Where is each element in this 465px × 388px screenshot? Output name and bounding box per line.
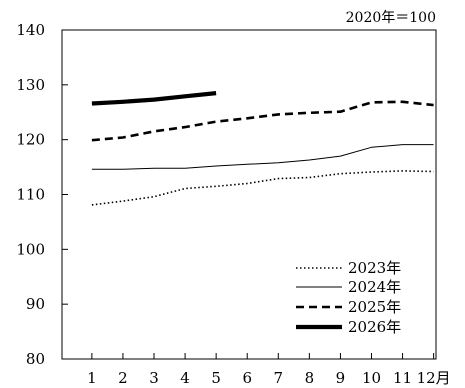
y-axis: 80 90 100 110 120 130 140 (16, 21, 68, 368)
y-tick-label: 80 (26, 350, 45, 368)
x-tick-label: 8 (305, 369, 315, 387)
x-tick-label: 4 (180, 369, 190, 387)
y-tick-label: 120 (16, 131, 45, 149)
x-tick-label: 6 (242, 369, 252, 387)
series-line-2026年 (91, 91, 217, 106)
legend-label: 2023年 (348, 259, 401, 277)
x-tick-label: 9 (336, 369, 346, 387)
x-tick-label: 10 (362, 369, 381, 387)
y-tick-label: 140 (16, 21, 45, 39)
series-layer (91, 91, 434, 206)
x-tick-label: 7 (274, 369, 284, 387)
y-tick-label: 130 (16, 76, 45, 94)
y-tick-label: 90 (26, 295, 45, 313)
series-line-2024年 (91, 144, 434, 170)
x-tick-label: 1 (87, 369, 97, 387)
legend-label: 2024年 (348, 278, 401, 296)
y-tick-label: 100 (16, 240, 45, 258)
legend-label: 2026年 (348, 318, 401, 336)
base-year-note: 2020年＝100 (346, 10, 436, 26)
x-tick-label: 11 (393, 369, 412, 387)
x-tick-label: 3 (149, 369, 159, 387)
legend-label: 2025年 (348, 298, 401, 316)
x-tick-label: 2 (118, 369, 128, 387)
x-axis: 1 2 3 4 5 6 7 8 9 10 11 12月 (87, 353, 451, 387)
y-tick-label: 110 (16, 186, 45, 204)
x-tick-label: 12月 (417, 369, 451, 387)
series-line-2023年 (91, 170, 434, 206)
series-line-2025年 (91, 100, 434, 142)
x-tick-label: 5 (211, 369, 221, 387)
